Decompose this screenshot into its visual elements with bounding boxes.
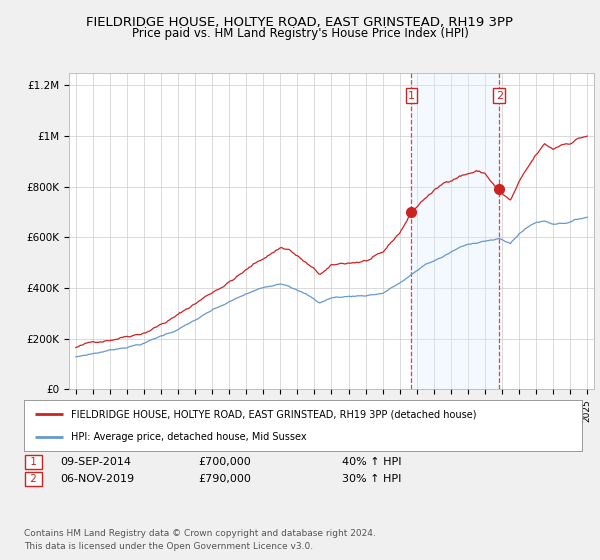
Text: 1: 1 (408, 91, 415, 101)
Text: FIELDRIDGE HOUSE, HOLTYE ROAD, EAST GRINSTEAD, RH19 3PP (detached house): FIELDRIDGE HOUSE, HOLTYE ROAD, EAST GRIN… (71, 409, 477, 419)
Text: 2: 2 (27, 474, 40, 484)
Text: 1: 1 (27, 457, 40, 467)
Text: 40% ↑ HPI: 40% ↑ HPI (342, 457, 401, 467)
Text: Price paid vs. HM Land Registry's House Price Index (HPI): Price paid vs. HM Land Registry's House … (131, 27, 469, 40)
Text: FIELDRIDGE HOUSE, HOLTYE ROAD, EAST GRINSTEAD, RH19 3PP: FIELDRIDGE HOUSE, HOLTYE ROAD, EAST GRIN… (86, 16, 514, 29)
Text: 06-NOV-2019: 06-NOV-2019 (60, 474, 134, 484)
Text: Contains HM Land Registry data © Crown copyright and database right 2024.
This d: Contains HM Land Registry data © Crown c… (24, 529, 376, 550)
Bar (412, 73, 499, 389)
Text: £790,000: £790,000 (198, 474, 251, 484)
Text: HPI: Average price, detached house, Mid Sussex: HPI: Average price, detached house, Mid … (71, 432, 307, 442)
Text: 2: 2 (496, 91, 503, 101)
Text: 09-SEP-2014: 09-SEP-2014 (60, 457, 131, 467)
Text: 30% ↑ HPI: 30% ↑ HPI (342, 474, 401, 484)
Text: £700,000: £700,000 (198, 457, 251, 467)
